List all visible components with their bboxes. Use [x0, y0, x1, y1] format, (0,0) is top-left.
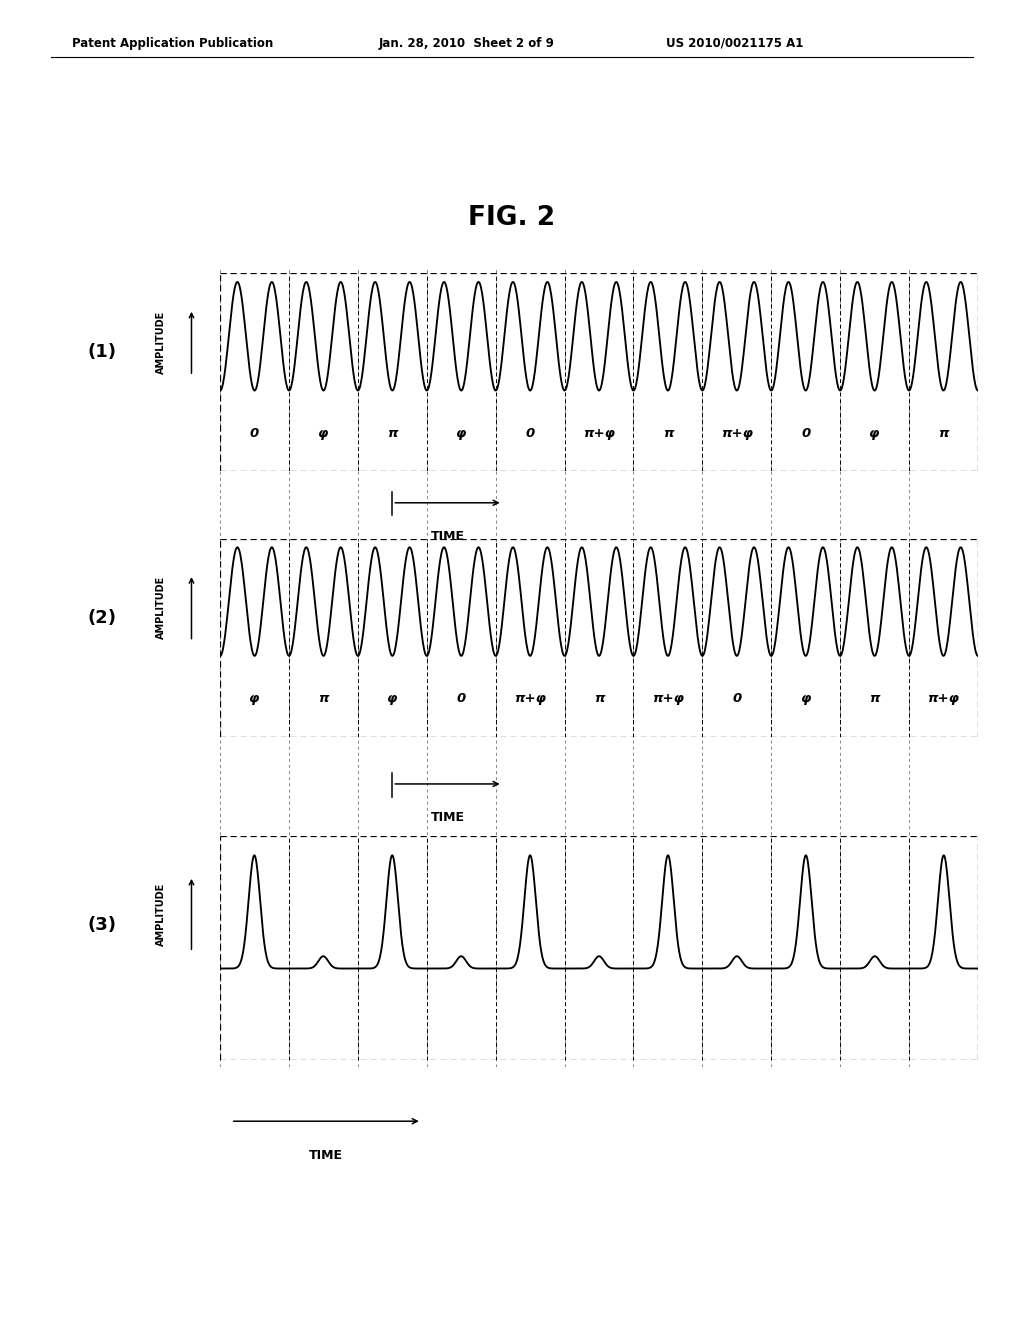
- Text: US 2010/0021175 A1: US 2010/0021175 A1: [666, 37, 803, 50]
- Text: Patent Application Publication: Patent Application Publication: [72, 37, 273, 50]
- Text: (2): (2): [88, 609, 117, 627]
- Text: TIME: TIME: [309, 1148, 343, 1162]
- Text: Jan. 28, 2010  Sheet 2 of 9: Jan. 28, 2010 Sheet 2 of 9: [379, 37, 555, 50]
- Text: 0: 0: [525, 428, 535, 440]
- Text: π+φ: π+φ: [721, 428, 753, 440]
- Text: AMPLITUDE: AMPLITUDE: [156, 312, 166, 374]
- Text: φ: φ: [801, 693, 811, 705]
- Text: π: π: [594, 693, 604, 705]
- Text: π: π: [663, 428, 673, 440]
- Text: 0: 0: [457, 693, 466, 705]
- Text: (3): (3): [88, 916, 117, 935]
- Text: π+φ: π+φ: [928, 693, 959, 705]
- Text: TIME: TIME: [430, 812, 465, 825]
- Text: 0: 0: [732, 693, 741, 705]
- Text: φ: φ: [318, 428, 329, 440]
- Text: φ: φ: [456, 428, 467, 440]
- Text: π+φ: π+φ: [652, 693, 684, 705]
- Text: (1): (1): [88, 343, 117, 362]
- Text: TIME: TIME: [430, 531, 465, 544]
- Text: φ: φ: [387, 693, 397, 705]
- Text: π: π: [938, 428, 948, 440]
- Text: φ: φ: [250, 693, 260, 705]
- Text: π: π: [387, 428, 397, 440]
- Text: AMPLITUDE: AMPLITUDE: [156, 883, 166, 945]
- Text: 0: 0: [801, 428, 810, 440]
- Text: π: π: [318, 693, 329, 705]
- Text: π+φ: π+φ: [583, 428, 615, 440]
- Text: AMPLITUDE: AMPLITUDE: [156, 577, 166, 639]
- Text: 0: 0: [250, 428, 259, 440]
- Text: π: π: [869, 693, 880, 705]
- Text: φ: φ: [869, 428, 880, 440]
- Text: π+φ: π+φ: [514, 693, 546, 705]
- Text: FIG. 2: FIG. 2: [468, 205, 556, 231]
